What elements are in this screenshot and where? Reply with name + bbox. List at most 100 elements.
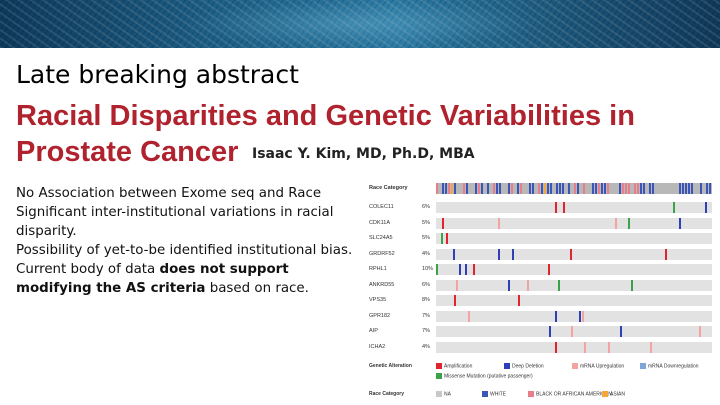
race-mark <box>682 183 684 194</box>
race-mark <box>547 183 549 194</box>
alteration-mark <box>665 248 667 260</box>
alteration-mark <box>582 310 584 322</box>
bullet-1: No Association between Exome seq and Rac… <box>16 186 322 201</box>
legend-text: mRNA Upregulation <box>580 363 625 370</box>
race-mark <box>520 183 522 194</box>
race-mark <box>595 183 597 194</box>
slide-title-line1: Racial Disparities and Genetic Variabili… <box>16 100 635 132</box>
race-mark <box>619 183 621 194</box>
author-name: Isaac Y. Kim, MD, Ph.D, MBA <box>252 146 475 162</box>
race-mark <box>445 183 447 194</box>
bullet-4-post: based on race. <box>205 281 309 296</box>
legend-swatch <box>504 363 510 369</box>
race-mark <box>511 183 513 194</box>
bullet-list: No Association between Exome seq and Rac… <box>16 184 362 298</box>
race-mark <box>499 183 501 194</box>
gene-track <box>436 326 712 337</box>
race-mark <box>463 183 465 194</box>
alteration-mark <box>673 202 675 213</box>
race-mark <box>442 183 444 194</box>
alteration-legend-item: Amplification <box>436 363 472 369</box>
alteration-mark <box>628 217 630 229</box>
gene-label: VPS35 <box>369 297 387 303</box>
race-mark <box>601 183 603 194</box>
gene-track <box>436 248 712 260</box>
gene-label: ICHA2 <box>369 343 386 350</box>
alteration-mark <box>549 326 551 337</box>
alteration-mark <box>699 326 701 337</box>
legend-text: Deep Deletion <box>512 363 544 370</box>
race-mark <box>508 183 510 194</box>
gene-label: GRDRF52 <box>369 250 395 257</box>
race-legend-item: NA <box>436 391 451 397</box>
alteration-mark <box>555 310 557 322</box>
alteration-mark <box>563 202 565 213</box>
alteration-legend-item: mRNA Downregulation <box>640 363 699 369</box>
race-mark <box>532 183 534 194</box>
alteration-mark <box>473 264 475 275</box>
race-mark <box>466 183 468 194</box>
alteration-mark <box>705 202 707 213</box>
race-mark <box>574 183 576 194</box>
race-mark <box>709 183 711 194</box>
race-mark <box>652 183 654 194</box>
alteration-mark <box>508 279 510 291</box>
banner-glow <box>180 0 540 48</box>
race-mark <box>634 183 636 194</box>
bullet-4-pre: Current body of data <box>16 262 160 277</box>
alteration-mark <box>527 279 529 291</box>
alteration-mark <box>436 264 438 275</box>
race-mark <box>559 183 561 194</box>
race-legend-item: BLACK OR AFRICAN AMERICAN <box>528 391 612 397</box>
race-mark <box>700 183 702 194</box>
alteration-mark <box>456 279 458 291</box>
alteration-mark <box>512 248 514 260</box>
gene-track <box>436 202 712 213</box>
legend-text: Amplification <box>444 363 473 370</box>
race-mark <box>583 183 585 194</box>
header-banner <box>0 0 720 48</box>
gene-track <box>436 233 712 244</box>
gene-label: COLEC11 <box>369 204 394 210</box>
race-mark <box>577 183 579 194</box>
race-mark <box>562 183 564 194</box>
alteration-mark <box>459 264 461 275</box>
gene-percent: 7% <box>422 328 430 334</box>
alteration-legend-item: mRNA Upregulation <box>572 363 624 369</box>
gene-percent: 4% <box>422 250 430 257</box>
race-mark <box>496 183 498 194</box>
race-mark <box>685 183 687 194</box>
race-mark <box>544 183 546 194</box>
legend-text: WHITE <box>490 391 507 398</box>
alteration-mark <box>446 233 448 244</box>
alteration-mark <box>579 310 581 322</box>
legend-text: ASIAN <box>610 391 626 398</box>
gene-percent: 4% <box>422 343 430 350</box>
oncoprint-figure: Race Category COLEC11 6% CDK11A 5% SLC24A5 5%… <box>364 180 720 400</box>
race-mark <box>448 183 450 194</box>
race-mark <box>550 183 552 194</box>
alteration-legend-item: Deep Deletion <box>504 363 544 369</box>
gene-percent: 6% <box>422 204 430 210</box>
race-mark <box>607 183 609 194</box>
legend-swatch <box>436 373 442 379</box>
section-title: Late breaking abstract <box>16 60 299 89</box>
gene-track <box>436 279 712 291</box>
race-legend-item: ASIAN <box>602 391 625 397</box>
legend-swatch <box>482 391 488 397</box>
race-mark <box>451 183 453 194</box>
alteration-mark <box>548 264 550 275</box>
bullet-4: Current body of data does not support mo… <box>16 260 362 298</box>
alteration-mark <box>468 310 470 322</box>
race-mark <box>475 183 477 194</box>
race-mark <box>625 183 627 194</box>
race-mark <box>517 183 519 194</box>
race-category-track <box>436 183 712 194</box>
race-mark <box>688 183 690 194</box>
race-mark <box>592 183 594 194</box>
legend-swatch <box>436 363 442 369</box>
race-mark <box>691 183 693 194</box>
alteration-mark <box>608 341 610 353</box>
alteration-mark <box>650 341 652 353</box>
alteration-mark <box>631 279 633 291</box>
